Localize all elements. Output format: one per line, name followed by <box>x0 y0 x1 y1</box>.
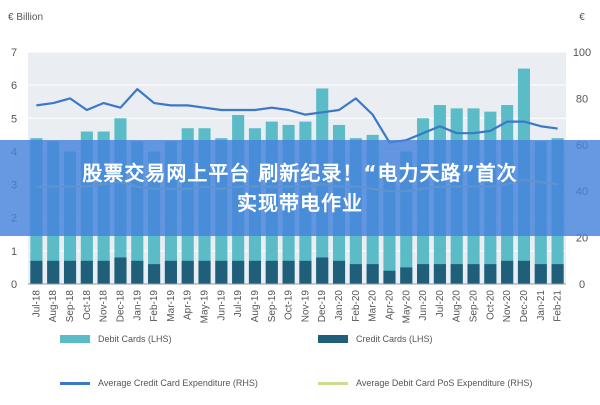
credit-bar <box>232 260 245 284</box>
legend-item-credit-exp: Average Credit Card Expenditure (RHS) <box>60 378 258 388</box>
credit-bar <box>215 260 228 284</box>
credit-bar <box>198 260 211 284</box>
credit-bar <box>467 264 480 284</box>
x-tick-label: Aug-19 <box>250 290 261 323</box>
right-tick-label: 80 <box>576 93 588 105</box>
credit-bar <box>299 260 312 284</box>
x-tick-label: Dec-19 <box>317 290 328 323</box>
right-axis-label: € <box>579 12 585 23</box>
x-tick-label: Jul-19 <box>233 290 244 318</box>
legend-swatch-debit <box>60 335 90 343</box>
credit-bar <box>534 264 547 284</box>
legend-item-credit: Credit Cards (LHS) <box>318 334 433 344</box>
x-tick-label: Oct-20 <box>485 290 496 320</box>
credit-bar <box>30 260 43 284</box>
credit-bar <box>332 260 346 284</box>
credit-bar <box>400 267 413 284</box>
headline-line-2: 实现带电作业 <box>237 191 363 215</box>
x-tick-label: Sep-19 <box>267 290 278 323</box>
x-tick-label: Sep-20 <box>469 290 480 323</box>
credit-bar <box>63 260 77 284</box>
legend-label-credit-exp: Average Credit Card Expenditure (RHS) <box>98 378 258 388</box>
x-tick-label: Sep-18 <box>65 290 76 323</box>
x-tick-label: Oct-19 <box>284 290 295 320</box>
left-tick-label: 5 <box>11 113 17 125</box>
x-tick-label: Jan-21 <box>536 290 547 321</box>
credit-bar <box>417 264 430 284</box>
legend-swatch-credit <box>318 335 348 343</box>
legend-item-debit: Debit Cards (LHS) <box>60 334 172 344</box>
credit-bar <box>282 260 295 284</box>
legend-label-credit: Credit Cards (LHS) <box>356 334 433 344</box>
credit-bar <box>383 270 396 284</box>
x-tick-label: Nov-18 <box>99 290 110 323</box>
headline-banner[interactable]: 股票交易网上平台 刷新纪录！“电力天路”首次 实现带电作业 <box>0 140 600 236</box>
legend-label-debit: Debit Cards (LHS) <box>98 334 172 344</box>
x-tick-label: Jan-19 <box>132 290 143 321</box>
credit-bar <box>551 264 564 284</box>
credit-bar <box>484 264 497 284</box>
credit-bar <box>517 260 531 284</box>
x-tick-label: May-20 <box>401 290 412 324</box>
x-tick-label: May-19 <box>200 290 211 324</box>
x-tick-label: Jul-18 <box>31 290 42 318</box>
legend-item-debit-exp: Average Debit Card PoS Expenditure (RHS) <box>318 378 532 388</box>
credit-bar <box>97 260 110 284</box>
x-tick-label: Aug-20 <box>452 290 463 323</box>
legend-swatch-credit-exp <box>60 381 90 385</box>
credit-bar <box>316 257 329 284</box>
credit-bar <box>450 264 463 284</box>
credit-bar <box>164 260 177 284</box>
credit-bar <box>366 264 379 284</box>
chart-legend: Debit Cards (LHS) Credit Cards (LHS) Ave… <box>60 334 580 394</box>
credit-bar <box>181 260 194 284</box>
x-tick-label: Jun-19 <box>216 290 227 321</box>
x-tick-label: Nov-19 <box>300 290 311 323</box>
left-axis-label: € Billion <box>8 12 43 23</box>
x-tick-label: Mar-19 <box>166 290 177 322</box>
credit-bar <box>47 260 60 284</box>
credit-bar <box>433 264 446 284</box>
left-tick-label: 0 <box>11 279 17 291</box>
x-tick-label: Jun-20 <box>418 290 429 321</box>
x-tick-label: Aug-18 <box>48 290 59 323</box>
x-tick-label: Apr-19 <box>183 290 194 320</box>
x-tick-label: Feb-21 <box>553 290 564 322</box>
x-tick-label: Oct-18 <box>82 290 93 320</box>
left-tick-label: 1 <box>11 246 17 258</box>
x-tick-label: Feb-20 <box>351 290 362 322</box>
x-tick-label: Jan-20 <box>334 290 345 321</box>
right-tick-label: 0 <box>579 279 585 291</box>
legend-label-debit-exp: Average Debit Card PoS Expenditure (RHS) <box>356 378 533 388</box>
credit-bar <box>349 264 362 284</box>
credit-bar <box>148 264 161 284</box>
credit-expenditure-line <box>36 88 558 144</box>
x-tick-label: Mar-20 <box>368 290 379 322</box>
x-tick-label: Apr-20 <box>384 290 395 320</box>
x-tick-label: Dec-20 <box>519 290 530 323</box>
x-tick-label: Nov-20 <box>502 290 513 323</box>
legend-swatch-debit-exp <box>318 381 348 385</box>
credit-bar <box>248 260 262 284</box>
x-tick-label: Feb-19 <box>149 290 160 322</box>
x-tick-label: Dec-18 <box>115 290 126 323</box>
right-tick-label: 100 <box>573 47 591 59</box>
credit-bar <box>131 260 144 284</box>
credit-bar <box>265 260 278 284</box>
x-tick-label: Jul-20 <box>435 290 446 318</box>
credit-bar <box>114 257 127 284</box>
credit-bar <box>501 260 514 284</box>
credit-bar <box>80 260 93 284</box>
left-tick-label: 7 <box>11 47 17 59</box>
headline-line-1: 股票交易网上平台 刷新纪录！“电力天路”首次 <box>82 161 518 185</box>
left-tick-label: 6 <box>11 80 17 92</box>
